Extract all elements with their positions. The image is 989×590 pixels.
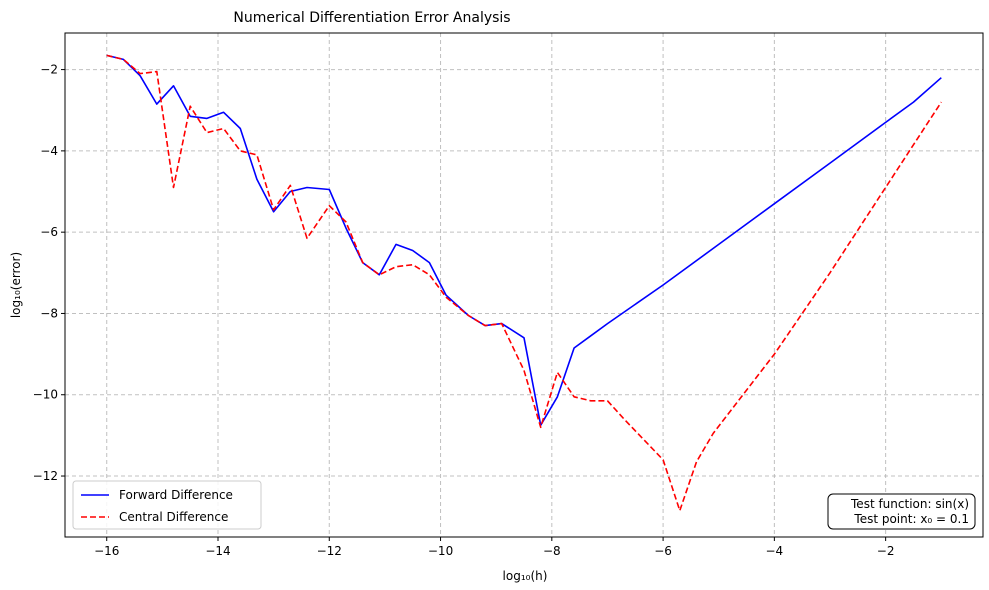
x-axis-label: log₁₀(h) (503, 569, 548, 583)
legend-label-0: Forward Difference (119, 488, 233, 502)
y-tick-label: −6 (40, 225, 58, 239)
x-tick-label: −6 (654, 544, 672, 558)
x-tick-label: −8 (543, 544, 561, 558)
annotation-box: Test function: sin(x)Test point: x₀ = 0.… (827, 493, 976, 530)
annotation-line-1: Test point: x₀ = 0.1 (853, 512, 969, 526)
x-tick-label: −16 (94, 544, 119, 558)
chart-title: Numerical Differentiation Error Analysis (233, 10, 510, 26)
x-tick-label: −4 (766, 544, 784, 558)
x-tick-label: −10 (428, 544, 453, 558)
legend: Forward Difference Central Difference (72, 480, 262, 530)
x-tick-label: −14 (205, 544, 230, 558)
annotation-frame (827, 493, 976, 530)
series-layer (106, 54, 942, 512)
legend-label-1: Central Difference (119, 510, 228, 524)
x-tick-label: −2 (877, 544, 895, 558)
legend-frame (72, 480, 262, 530)
y-tick-label: −4 (40, 144, 58, 158)
y-tick-label: −8 (40, 306, 58, 320)
y-tick-label: −12 (33, 469, 58, 483)
grid (65, 33, 983, 537)
y-tick-label: −10 (33, 388, 58, 402)
y-axis-label: log₁₀(error) (9, 252, 23, 318)
series-line-0 (106, 54, 942, 427)
x-tick-label: −12 (317, 544, 342, 558)
y-tick-label: −2 (40, 63, 58, 77)
annotation-line-0: Test function: sin(x) (850, 497, 969, 511)
series-line-1 (106, 54, 942, 512)
plot-frame (64, 32, 984, 538)
ticks: −16 −14 −12 −10 −8 −6 −4 −2 −12 −10 −8 −6 −4 −2 (33, 63, 895, 558)
